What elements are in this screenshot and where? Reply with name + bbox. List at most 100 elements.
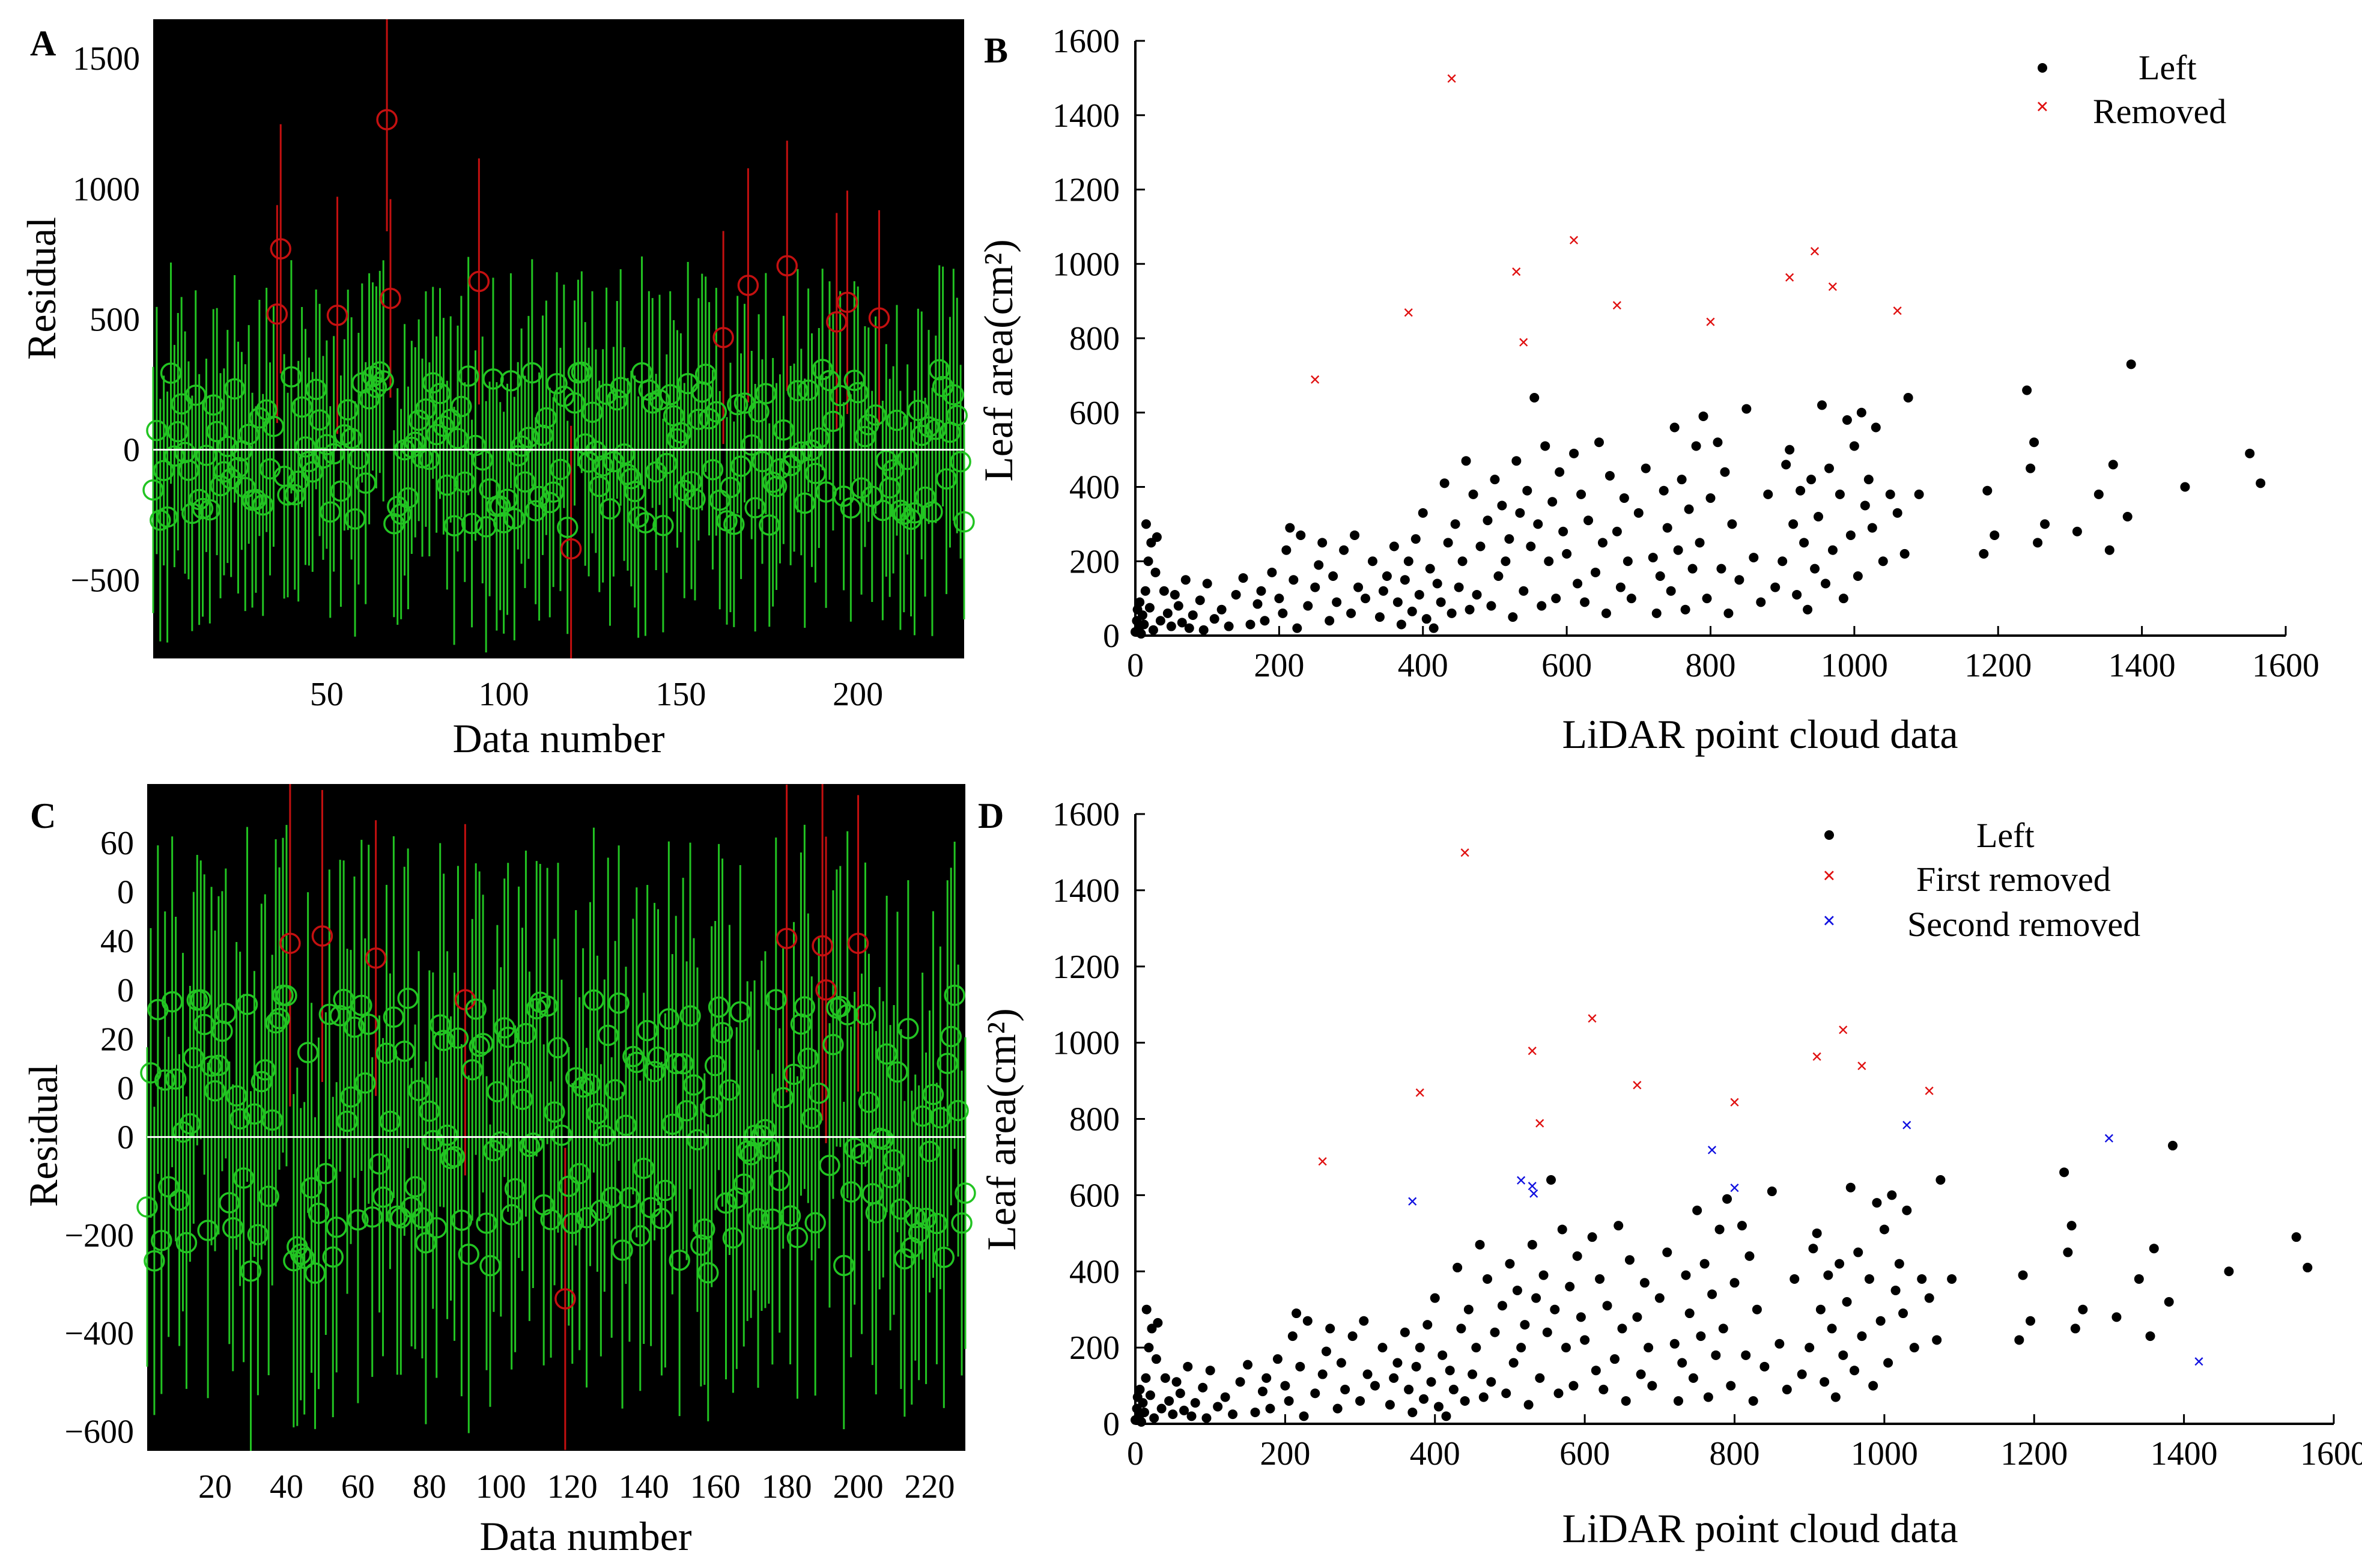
left-point — [2033, 538, 2043, 548]
residual-marker — [153, 460, 175, 481]
residual-marker — [708, 996, 730, 1018]
left-point — [1538, 1270, 1549, 1280]
residual-marker — [457, 365, 479, 387]
residual-marker — [236, 994, 258, 1015]
left-point — [1617, 1323, 1627, 1334]
left-point — [1389, 541, 1399, 552]
left-point — [1894, 1259, 1904, 1269]
left-point — [1471, 1343, 1481, 1353]
removed-point: × — [1568, 229, 1579, 252]
left-point — [1457, 556, 1468, 567]
left-point — [1734, 575, 1744, 585]
left-point — [1332, 597, 1342, 607]
residual-marker — [551, 1124, 572, 1146]
removed-point: × — [1446, 68, 1457, 90]
residual-marker — [562, 1212, 583, 1235]
residual-marker — [933, 1247, 955, 1268]
residual-marker — [542, 481, 564, 503]
left-point — [1150, 567, 1161, 577]
left-point — [1705, 493, 1716, 503]
residual-marker — [791, 441, 812, 463]
residual-marker — [482, 368, 504, 390]
residual-marker — [851, 477, 872, 499]
left-point — [1177, 618, 1187, 628]
residual-marker — [723, 513, 745, 535]
residual-marker — [783, 1063, 805, 1085]
left-point — [1917, 1274, 1927, 1284]
left-point — [1666, 586, 1676, 596]
residual-marker — [291, 396, 313, 418]
plot-c-y-ticks: −600 −400 −200 0 0 20 0 40 0 60 — [64, 825, 134, 1450]
residual-marker — [579, 1073, 601, 1095]
x-tick-label: 100 — [476, 1468, 526, 1506]
left-point — [1144, 1343, 1154, 1353]
left-point — [1520, 1320, 1530, 1330]
residual-marker — [160, 362, 182, 384]
left-point — [1432, 579, 1442, 589]
left-point — [1699, 1259, 1710, 1269]
left-point — [1475, 1239, 1485, 1250]
left-point — [1614, 1221, 1624, 1231]
left-point — [1139, 1407, 1149, 1417]
residual-marker — [161, 991, 183, 1013]
residual-marker — [744, 1125, 765, 1146]
legend-d-second-removed-marker: × — [1823, 908, 1836, 934]
left-point — [1790, 1274, 1800, 1284]
residual-marker — [558, 1175, 580, 1197]
left-point — [1662, 523, 1672, 533]
left-point — [1808, 1244, 1818, 1254]
residual-marker — [146, 419, 168, 442]
residual-marker — [515, 1023, 537, 1045]
left-point — [1515, 508, 1525, 518]
left-point — [1292, 1308, 1302, 1319]
left-point — [1648, 553, 1658, 563]
left-point — [1425, 564, 1435, 574]
left-point — [1591, 1366, 1601, 1376]
residual-marker — [469, 1035, 490, 1057]
left-point — [1612, 526, 1622, 536]
left-point — [1287, 1331, 1298, 1342]
left-point — [1542, 1327, 1552, 1337]
removed-point: × — [1310, 369, 1321, 391]
left-point — [1555, 467, 1565, 477]
left-point — [1281, 545, 1292, 555]
residual-marker — [269, 1007, 290, 1030]
left-point — [1220, 1392, 1230, 1402]
residual-marker — [404, 1176, 426, 1198]
residual-marker — [786, 1227, 809, 1248]
residual-marker — [518, 427, 539, 448]
x-tick-label: 120 — [547, 1468, 598, 1506]
y-tick-label: −500 — [70, 562, 140, 600]
residual-marker — [634, 512, 657, 533]
x-tick-label: 400 — [1410, 1435, 1460, 1472]
residual-marker — [670, 422, 692, 444]
y-tick-label: −600 — [64, 1413, 134, 1450]
y-tick-label: 40 — [100, 923, 134, 960]
residual-marker — [167, 421, 189, 443]
left-point — [1303, 601, 1313, 611]
removed-point: × — [1611, 294, 1623, 317]
left-point — [1497, 1301, 1507, 1311]
left-point — [1310, 582, 1320, 592]
residual-marker — [309, 409, 330, 431]
outlier-marker — [776, 255, 798, 277]
left-point — [1615, 582, 1626, 592]
left-point — [1170, 589, 1180, 600]
residual-marker — [312, 447, 334, 469]
left-point — [1558, 526, 1568, 536]
plot-d-y-label: Leaf area(cm²) — [979, 1008, 1024, 1250]
residual-marker — [613, 443, 635, 465]
residual-marker — [276, 985, 297, 1006]
residual-marker — [765, 989, 787, 1010]
first-removed-point: × — [1856, 1056, 1868, 1078]
residual-marker — [854, 426, 876, 448]
panel-label-b: B — [984, 31, 1008, 70]
residual-marker — [741, 434, 763, 456]
left-point — [2026, 463, 2036, 473]
residual-marker — [508, 1062, 530, 1083]
left-point — [1805, 1343, 1815, 1353]
residual-marker — [762, 471, 784, 493]
residual-marker — [500, 370, 522, 392]
residual-marker — [872, 499, 894, 521]
plot-d-points: ×××××××××××××× ××××××× — [1131, 842, 2313, 1427]
